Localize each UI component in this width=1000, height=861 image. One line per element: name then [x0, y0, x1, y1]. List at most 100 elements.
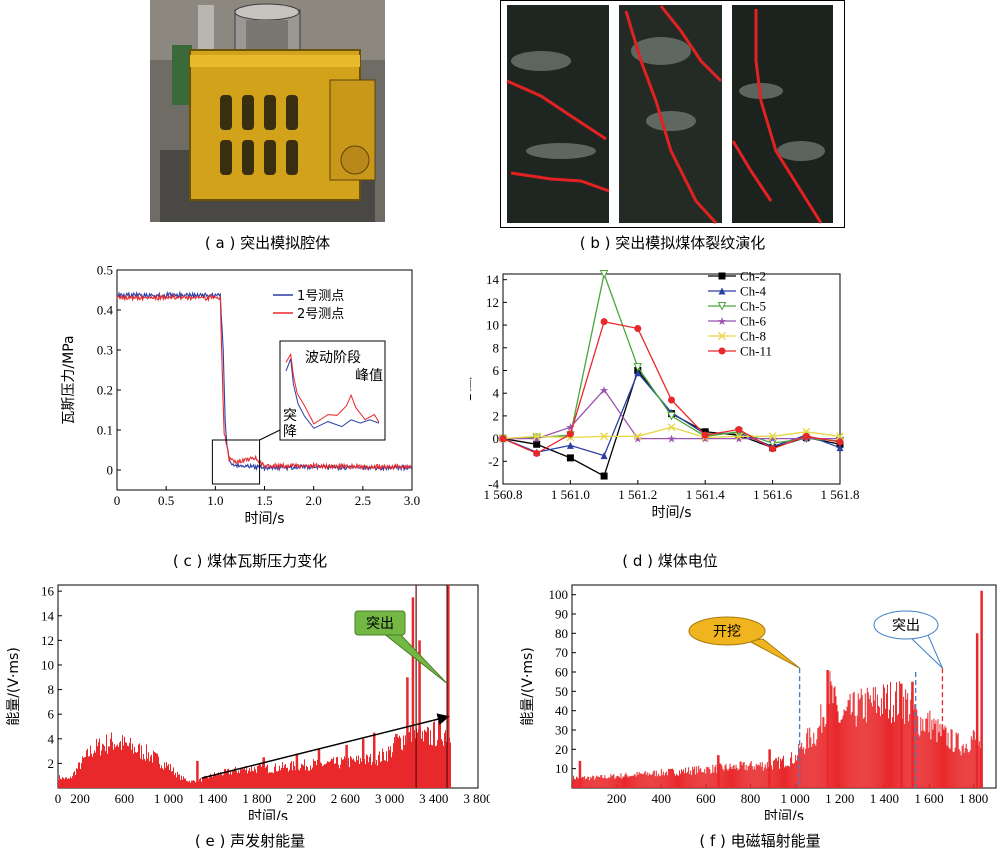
bar	[732, 766, 734, 788]
y-tick-label: 40	[555, 703, 568, 718]
bar	[654, 776, 656, 788]
y-tick-label: 12	[41, 633, 54, 648]
bar	[141, 745, 142, 788]
bar	[149, 761, 150, 788]
bar	[973, 731, 975, 788]
bar	[104, 746, 105, 788]
bar	[806, 733, 808, 788]
bar	[823, 717, 825, 788]
bar	[925, 718, 927, 788]
bar	[365, 764, 366, 788]
callout-oval-excavation	[688, 616, 766, 646]
bar	[166, 762, 167, 788]
bar	[729, 763, 731, 788]
bar	[978, 741, 980, 788]
bar	[960, 755, 962, 788]
bar	[890, 682, 892, 788]
bar	[137, 752, 138, 788]
bar	[115, 747, 116, 788]
bar	[72, 776, 73, 788]
bar	[854, 715, 856, 788]
bar	[323, 765, 324, 788]
bar	[930, 739, 932, 788]
bar	[286, 767, 287, 788]
bar	[131, 749, 132, 788]
bar	[357, 760, 358, 788]
bar	[381, 761, 382, 788]
bar	[585, 779, 587, 788]
bar	[682, 771, 684, 788]
bar	[675, 773, 677, 788]
bar	[81, 763, 82, 788]
bar	[974, 739, 976, 788]
bar	[856, 715, 858, 788]
bar	[815, 745, 817, 788]
bar	[617, 776, 619, 788]
bar	[743, 761, 745, 788]
bar	[635, 776, 637, 788]
series-line-Ch-6	[503, 388, 840, 440]
bar	[721, 765, 723, 788]
bar	[614, 778, 616, 788]
bar	[88, 756, 89, 788]
bar	[633, 774, 635, 788]
bar	[683, 769, 685, 788]
bar	[125, 742, 126, 788]
x-tick-label: 2 200	[287, 791, 316, 806]
bar	[154, 752, 155, 788]
bar	[132, 743, 133, 788]
bar	[880, 698, 882, 788]
bar	[434, 721, 435, 788]
bar	[741, 765, 743, 788]
bar	[690, 770, 692, 788]
bar	[751, 766, 753, 788]
x-tick-label: 400	[652, 791, 672, 806]
bar	[200, 778, 201, 788]
bar	[299, 770, 300, 788]
bar	[789, 766, 791, 788]
bar	[720, 763, 722, 788]
bar	[694, 766, 696, 788]
bar	[968, 752, 970, 788]
bar	[364, 759, 365, 788]
bar	[702, 772, 704, 788]
bar	[238, 770, 239, 788]
y-tick-label: 6	[48, 707, 55, 722]
bar	[187, 781, 188, 788]
bar	[691, 774, 693, 788]
bar	[695, 774, 697, 788]
bar	[860, 688, 862, 788]
bar	[590, 776, 592, 788]
bar	[269, 772, 270, 788]
bar	[916, 709, 918, 788]
bar	[409, 731, 410, 788]
bar	[422, 731, 423, 788]
bar	[618, 776, 620, 788]
bar	[750, 760, 752, 788]
bar	[865, 722, 867, 788]
y-tick-label: 100	[549, 587, 569, 602]
bar	[281, 767, 282, 788]
bar	[825, 723, 827, 788]
bar	[641, 774, 643, 788]
bar	[838, 722, 840, 788]
bar	[873, 700, 875, 788]
bar	[739, 761, 741, 788]
bar	[253, 771, 254, 788]
bar	[811, 746, 813, 788]
y-tick-label: 0.1	[97, 423, 113, 438]
bar	[924, 731, 926, 788]
legend-marker	[718, 287, 726, 295]
bar	[681, 769, 683, 788]
bar	[82, 756, 83, 788]
spike-bar	[411, 597, 415, 788]
bar	[255, 769, 256, 788]
bar	[119, 742, 120, 788]
bar	[144, 758, 145, 788]
bar	[111, 732, 112, 788]
spike-bar	[361, 738, 365, 788]
bar	[289, 769, 290, 788]
bar	[114, 744, 115, 788]
bar	[257, 765, 258, 788]
bar	[157, 753, 158, 788]
